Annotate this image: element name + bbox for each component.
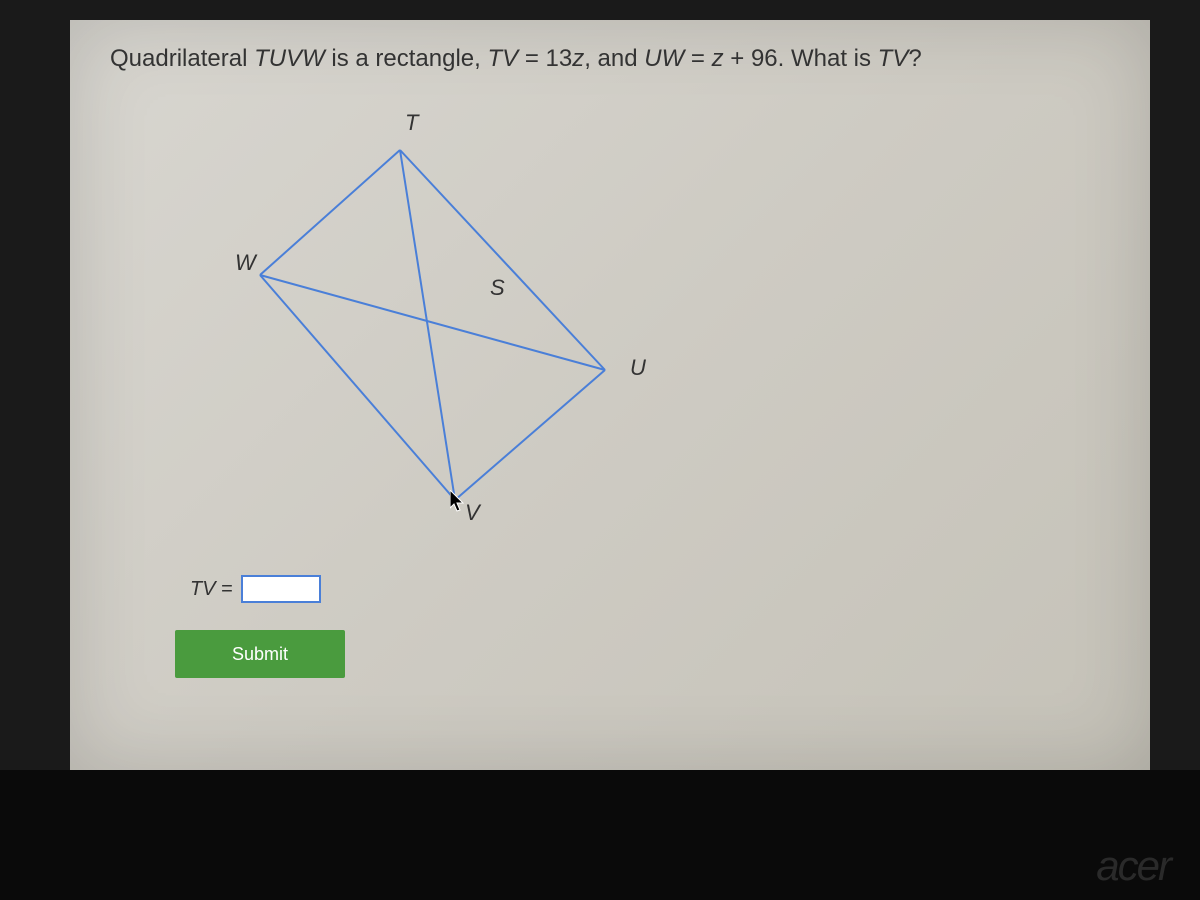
eq-1: = 13 bbox=[518, 45, 572, 72]
geometry-diagram: T U V W S bbox=[150, 100, 670, 540]
eq-3: + 96. What is bbox=[724, 45, 878, 72]
label-t: T bbox=[405, 110, 420, 135]
side-tu bbox=[400, 150, 605, 370]
acer-logo: acer bbox=[1096, 842, 1170, 890]
diagram-svg: T U V W S bbox=[150, 100, 670, 540]
eq-2: = bbox=[684, 45, 711, 72]
submit-button[interactable]: Submit bbox=[175, 630, 345, 678]
side-uv bbox=[455, 370, 605, 500]
answer-label: TV = bbox=[190, 578, 233, 601]
answer-row: TV = bbox=[190, 575, 321, 603]
label-u: U bbox=[630, 355, 646, 380]
question-text: Quadrilateral TUVW is a rectangle, TV = … bbox=[110, 45, 922, 73]
answer-eq: = bbox=[216, 578, 233, 600]
var-2: z bbox=[712, 45, 724, 72]
diag-2: UW bbox=[644, 45, 684, 72]
side-wt bbox=[260, 150, 400, 275]
answer-input[interactable] bbox=[241, 575, 321, 603]
question-suffix: ? bbox=[908, 45, 921, 72]
desktop-dark-area: acer bbox=[0, 770, 1200, 900]
question-mid1: is a rectangle, bbox=[325, 45, 488, 72]
label-v: V bbox=[465, 500, 482, 525]
shape-name: TUVW bbox=[254, 45, 325, 72]
label-w: W bbox=[235, 250, 258, 275]
var-1: z bbox=[572, 45, 584, 72]
answer-var: TV bbox=[190, 578, 216, 600]
question-prefix: Quadrilateral bbox=[110, 45, 254, 72]
diag-1: TV bbox=[487, 45, 518, 72]
label-s: S bbox=[490, 275, 505, 300]
question-mid2: , and bbox=[584, 45, 644, 72]
mouse-cursor-icon bbox=[450, 490, 466, 514]
diag-3: TV bbox=[878, 45, 909, 72]
problem-content-area: Quadrilateral TUVW is a rectangle, TV = … bbox=[70, 20, 1150, 770]
